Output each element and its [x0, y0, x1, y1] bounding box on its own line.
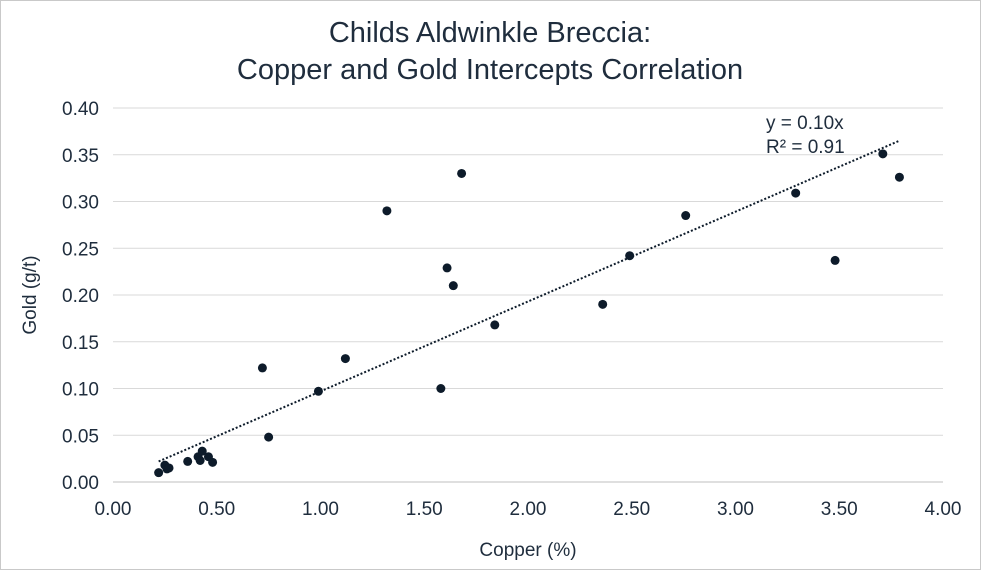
- x-axis-title: Copper (%): [479, 540, 576, 561]
- data-point-24: [830, 255, 840, 265]
- data-point-16: [442, 263, 452, 273]
- chart-title-line-2: Copper and Gold Intercepts Correlation: [237, 54, 743, 86]
- x-axis-ticks: 0.00 0.50 1.00 1.50 2.00 2.50 3.00 3.50 4.00: [95, 499, 962, 520]
- data-point-14: [382, 206, 392, 216]
- y-tick-label: 0.35: [62, 146, 99, 167]
- y-axis-ticks: 0.00 0.05 0.10 0.15 0.20 0.25 0.30 0.35 0.40: [62, 99, 99, 494]
- data-point-26: [894, 172, 904, 182]
- x-tick-label: 0.50: [198, 499, 235, 520]
- data-point-6: [195, 455, 205, 465]
- chart-title-line-1: Childs Aldwinkle Breccia:: [329, 17, 651, 49]
- x-tick-label: 3.50: [821, 499, 858, 520]
- trendline: [158, 139, 900, 463]
- data-point-4: [183, 456, 193, 466]
- data-point-20: [598, 299, 608, 309]
- data-point-11: [264, 432, 274, 442]
- data-point-9: [208, 457, 218, 467]
- data-point-0: [154, 468, 164, 478]
- y-tick-label: 0.15: [62, 333, 99, 354]
- y-tick-label: 0.05: [62, 426, 99, 447]
- data-point-17: [448, 281, 458, 291]
- x-tick-label: 1.00: [302, 499, 339, 520]
- y-axis-title: Gold (g/t): [20, 255, 41, 334]
- x-tick-label: 4.00: [925, 499, 962, 520]
- y-tick-label: 0.25: [62, 239, 99, 260]
- trendline-equation: y = 0.10x: [766, 113, 844, 134]
- y-tick-label: 0.10: [62, 380, 99, 401]
- data-point-10: [257, 363, 267, 373]
- data-point-12: [313, 386, 323, 396]
- x-tick-label: 2.00: [510, 499, 547, 520]
- x-tick-label: 1.50: [406, 499, 443, 520]
- data-point-18: [457, 168, 467, 178]
- data-point-21: [625, 251, 635, 261]
- y-tick-label: 0.30: [62, 193, 99, 214]
- y-tick-label: 0.40: [62, 99, 99, 120]
- x-tick-label: 0.00: [95, 499, 132, 520]
- data-point-22: [681, 211, 691, 221]
- x-tick-label: 2.50: [613, 499, 650, 520]
- data-point-15: [436, 384, 446, 393]
- x-tick-label: 3.00: [717, 499, 754, 520]
- data-points: [154, 149, 904, 478]
- data-point-13: [340, 354, 350, 364]
- data-point-3: [164, 463, 174, 473]
- trendline-r-squared: R² = 0.91: [766, 137, 845, 158]
- data-point-25: [878, 149, 888, 159]
- y-tick-label: 0.00: [62, 473, 99, 494]
- y-tick-label: 0.20: [62, 286, 99, 307]
- data-point-23: [791, 188, 801, 198]
- gridlines: [113, 107, 943, 436]
- data-point-19: [490, 320, 500, 330]
- data-point-7: [197, 446, 207, 456]
